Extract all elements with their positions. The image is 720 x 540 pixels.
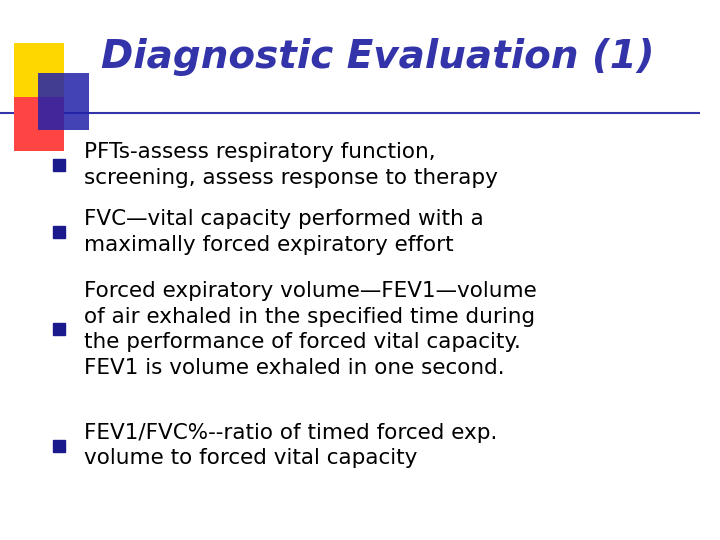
FancyBboxPatch shape xyxy=(38,73,89,130)
FancyBboxPatch shape xyxy=(14,43,64,97)
Text: FVC—vital capacity performed with a
maximally forced expiratory effort: FVC—vital capacity performed with a maxi… xyxy=(84,210,484,255)
Text: FEV1/FVC%--ratio of timed forced exp.
volume to forced vital capacity: FEV1/FVC%--ratio of timed forced exp. vo… xyxy=(84,423,498,468)
Text: Forced expiratory volume—FEV1—volume
of air exhaled in the specified time during: Forced expiratory volume—FEV1—volume of … xyxy=(84,281,536,378)
FancyBboxPatch shape xyxy=(14,97,64,151)
Text: Diagnostic Evaluation (1): Diagnostic Evaluation (1) xyxy=(102,38,654,76)
Text: PFTs-assess respiratory function,
screening, assess response to therapy: PFTs-assess respiratory function, screen… xyxy=(84,142,498,187)
